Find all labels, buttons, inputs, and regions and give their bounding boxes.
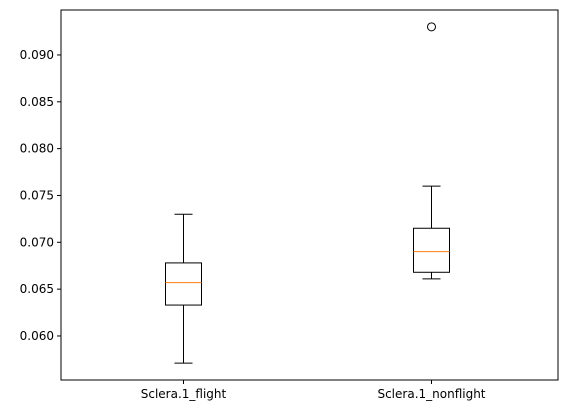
box-iqr xyxy=(413,227,450,273)
x-tick-label: Sclera.1_nonflight xyxy=(377,387,485,401)
y-axis-ticks: 0.060 0.065 0.070 0.075 0.080 0.085 0.090 xyxy=(20,48,61,343)
axes-frame xyxy=(60,9,559,381)
outlier-point xyxy=(427,22,436,32)
y-tick-label: 0.060 xyxy=(20,329,54,343)
y-tick-label: 0.090 xyxy=(20,48,54,62)
x-tick-label: Sclera.1_flight xyxy=(141,387,227,401)
boxes xyxy=(165,22,450,364)
y-tick-label: 0.080 xyxy=(20,142,54,156)
y-tick-label: 0.065 xyxy=(20,282,54,296)
y-tick-label: 0.075 xyxy=(20,188,54,202)
y-tick-label: 0.070 xyxy=(20,235,54,249)
x-axis-ticks: Sclera.1_flight Sclera.1_nonflight xyxy=(141,380,486,401)
box-iqr xyxy=(165,262,202,306)
y-tick-label: 0.085 xyxy=(20,95,54,109)
